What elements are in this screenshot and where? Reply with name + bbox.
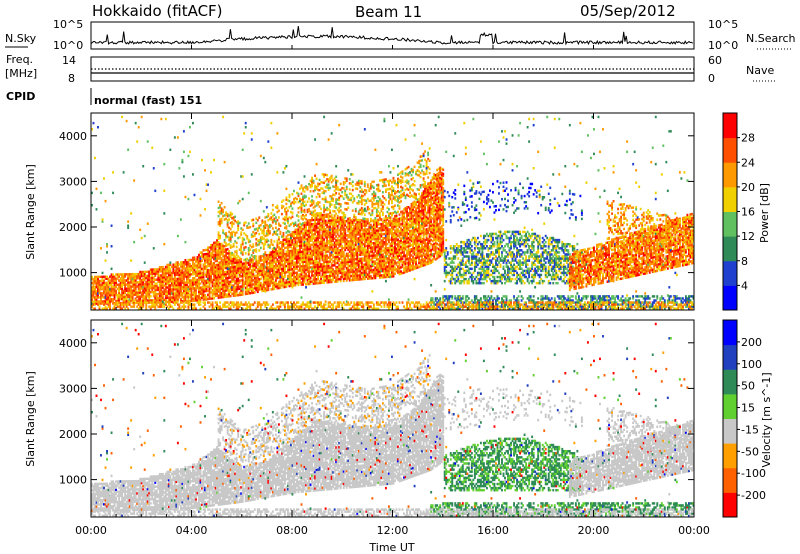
nsearch-tick-bottom: 10^0 xyxy=(708,39,738,52)
power-ytick-2: 3000 xyxy=(59,175,87,188)
station-title: Hokkaido (fitACF) xyxy=(92,2,223,20)
velocity-colorbar-swatch xyxy=(723,467,737,493)
velocity-colorbar-tick-0: 200 xyxy=(741,336,762,349)
power-panel: 1000 2000 3000 4000 Slant Range [km] 4 8 12 16… xyxy=(24,112,771,311)
nsky-label: N.Sky xyxy=(5,32,37,45)
power-colorbar-swatch xyxy=(723,236,737,262)
nsky-panel: N.Sky 10^5 10^0 10^5 10^0 N.Search xyxy=(5,18,796,52)
power-colorbar-swatch xyxy=(723,260,737,286)
velocity-colorbar-swatch xyxy=(723,418,737,444)
freq-label-line2: [MHz] xyxy=(5,67,37,80)
nsearch-label: N.Search xyxy=(746,32,796,45)
power-ylabel: Slant Range [km] xyxy=(24,164,37,260)
power-colorbar-label: Power [dB] xyxy=(758,183,771,243)
velocity-colorbar-swatch xyxy=(723,492,737,518)
freq-label-line1: Freq. xyxy=(6,53,33,66)
velocity-heatmap-cells xyxy=(91,322,694,517)
power-colorbar-tick-0: 4 xyxy=(741,279,748,292)
power-colorbar-tick-5: 24 xyxy=(741,156,755,169)
power-heatmap-cells xyxy=(91,115,694,310)
velocity-colorbar-swatch xyxy=(723,320,737,346)
xtick-6: 00:00 xyxy=(678,524,710,537)
velocity-ylabel: Slant Range [km] xyxy=(24,371,37,467)
power-colorbar-tick-2: 12 xyxy=(741,230,755,243)
velocity-colorbar-tick-4: -15 xyxy=(741,423,759,436)
power-colorbar-tick-4: 20 xyxy=(741,181,755,194)
x-axis-label: Time UT xyxy=(368,541,414,554)
power-ytick-0: 1000 xyxy=(59,267,87,280)
velocity-colorbar-label: Velocity [m s^-1] xyxy=(760,372,773,467)
xtick-2: 08:00 xyxy=(276,524,308,537)
nave-tick-top: 60 xyxy=(708,54,722,67)
xtick-1: 04:00 xyxy=(176,524,208,537)
power-ytick-1: 2000 xyxy=(59,221,87,234)
velocity-panel: 1000 2000 3000 4000 Slant Range [km] 200 100… xyxy=(24,319,773,518)
velocity-colorbar-tick-5: -50 xyxy=(741,445,759,458)
nave-tick-bottom: 0 xyxy=(708,72,715,85)
power-colorbar-swatch xyxy=(723,211,737,237)
power-colorbar-swatch xyxy=(723,285,737,311)
time-axis: 00:00 04:00 08:00 12:00 16:00 20:00 00:00 xyxy=(75,45,710,537)
nsearch-tick-top: 10^5 xyxy=(708,18,738,31)
velocity-colorbar-swatch xyxy=(723,393,737,419)
freq-tick-top: 14 xyxy=(62,54,76,67)
velocity-ytick-3: 4000 xyxy=(59,337,87,350)
velocity-colorbar-swatch xyxy=(723,443,737,469)
freq-panel: Freq. [MHz] 14 8 60 0 Nave xyxy=(5,53,775,85)
velocity-colorbar-tick-6: -100 xyxy=(741,467,766,480)
velocity-ytick-2: 3000 xyxy=(59,382,87,395)
velocity-colorbar-tick-1: 100 xyxy=(741,358,762,371)
nsky-tick-top: 10^5 xyxy=(53,18,83,31)
power-colorbar-swatch xyxy=(723,113,737,139)
velocity-colorbar-swatch xyxy=(723,344,737,370)
nsky-tick-bottom: 10^0 xyxy=(53,39,83,52)
beam-label: Beam 11 xyxy=(355,3,422,21)
velocity-ytick-0: 1000 xyxy=(59,474,87,487)
power-colorbar-swatch xyxy=(723,162,737,188)
power-colorbar-swatch xyxy=(723,186,737,212)
velocity-colorbar-tick-7: -200 xyxy=(741,489,766,502)
power-ytick-3: 4000 xyxy=(59,130,87,143)
xtick-0: 00:00 xyxy=(75,524,107,537)
xtick-4: 16:00 xyxy=(477,524,509,537)
velocity-colorbar-swatch xyxy=(723,369,737,395)
velocity-ytick-1: 2000 xyxy=(59,428,87,441)
cpid-row: CPID normal (fast) 151 xyxy=(6,88,202,107)
power-colorbar-tick-6: 28 xyxy=(741,132,755,145)
xtick-5: 20:00 xyxy=(578,524,610,537)
power-colorbar-tick-1: 8 xyxy=(741,255,748,268)
velocity-colorbar-tick-3: 15 xyxy=(741,402,755,415)
nsky-trace xyxy=(90,26,694,46)
freq-tick-bottom: 8 xyxy=(68,72,75,85)
velocity-colorbar-tick-2: 50 xyxy=(741,380,755,393)
date-label: 05/Sep/2012 xyxy=(580,2,676,20)
cpid-text: normal (fast) 151 xyxy=(94,94,202,107)
power-colorbar-tick-3: 16 xyxy=(741,206,755,219)
power-colorbar-swatch xyxy=(723,137,737,163)
cpid-label: CPID xyxy=(6,90,35,103)
nave-label: Nave xyxy=(746,64,774,77)
xtick-3: 12:00 xyxy=(377,524,409,537)
